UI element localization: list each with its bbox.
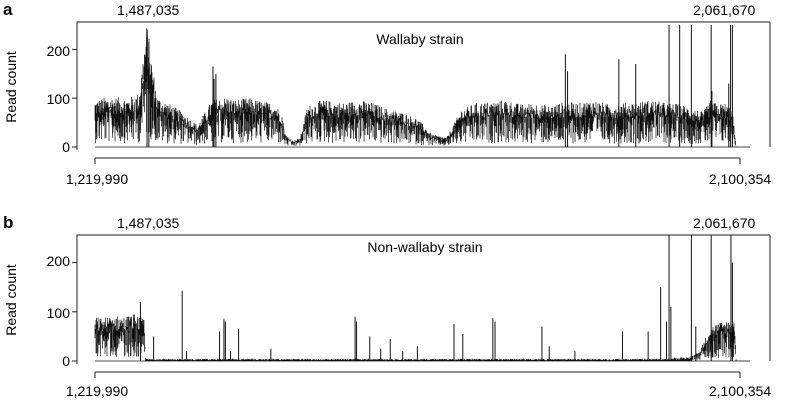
panel-b: b 1,487,035 2,061,670 Read count Non-wal… [3,213,771,399]
panel-b-top-label-right: 2,061,670 [693,215,755,231]
panel-a-letter: a [3,0,13,19]
panel-a-ylabel: Read count [3,51,19,123]
panel-b-title: Non-wallaby strain [367,239,482,255]
panel-a-coverage-series [94,28,737,147]
panel-b-coverage-series [94,314,737,361]
panel-b-ylabel: Read count [3,264,19,336]
panel-b-letter: b [3,213,13,232]
panel-a-ytick-label-100: 100 [47,91,71,107]
panel-b-top-label-left: 1,487,035 [117,215,179,231]
panel-a-bottom-tick-label-left: 1,219,990 [66,171,128,187]
panel-a-frame [76,21,770,150]
panel-a-title: Wallaby strain [376,31,463,47]
panel-a-ytick-label-200: 200 [47,43,71,59]
panel-a-top-label-left: 1,487,035 [117,2,179,18]
panel-b-ytick-label-0: 0 [62,353,70,369]
panel-a-bottom-tick-label-right: 2,100,354 [709,171,771,187]
panel-b-frame [76,234,770,364]
panel-b-ytick-label-100: 100 [47,305,71,321]
panel-a-ytick-label-0: 0 [62,139,70,155]
panel-a-top-label-right: 2,061,670 [693,2,755,18]
panel-b-bottom-tick-label-left: 1,219,990 [66,383,128,399]
panel-b-bottom-tick-label-right: 2,100,354 [709,383,771,399]
panel-b-ytick-label-200: 200 [47,253,71,269]
panel-a: a 1,487,035 2,061,670 Read count Wallaby… [3,0,771,187]
